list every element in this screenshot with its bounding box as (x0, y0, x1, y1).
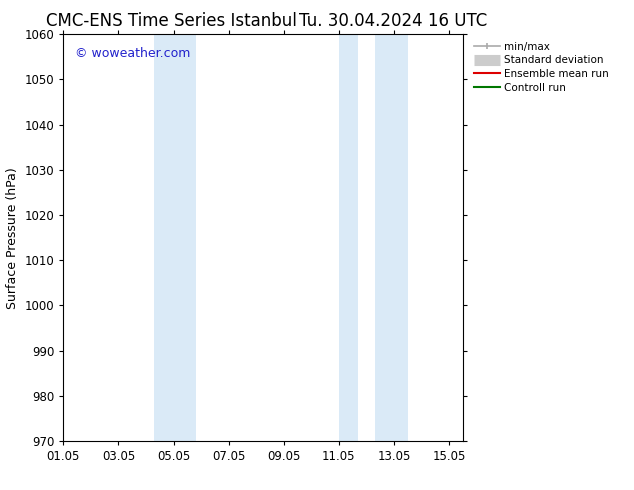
Text: Tu. 30.04.2024 16 UTC: Tu. 30.04.2024 16 UTC (299, 12, 487, 30)
Legend: min/max, Standard deviation, Ensemble mean run, Controll run: min/max, Standard deviation, Ensemble me… (472, 40, 611, 95)
Bar (174, 34, 196, 441)
Text: CMC-ENS Time Series Istanbul: CMC-ENS Time Series Istanbul (46, 12, 297, 30)
Text: © woweather.com: © woweather.com (75, 47, 191, 59)
Bar (154, 34, 174, 441)
Bar (375, 34, 408, 441)
Y-axis label: Surface Pressure (hPa): Surface Pressure (hPa) (6, 167, 19, 309)
Bar (339, 34, 358, 441)
